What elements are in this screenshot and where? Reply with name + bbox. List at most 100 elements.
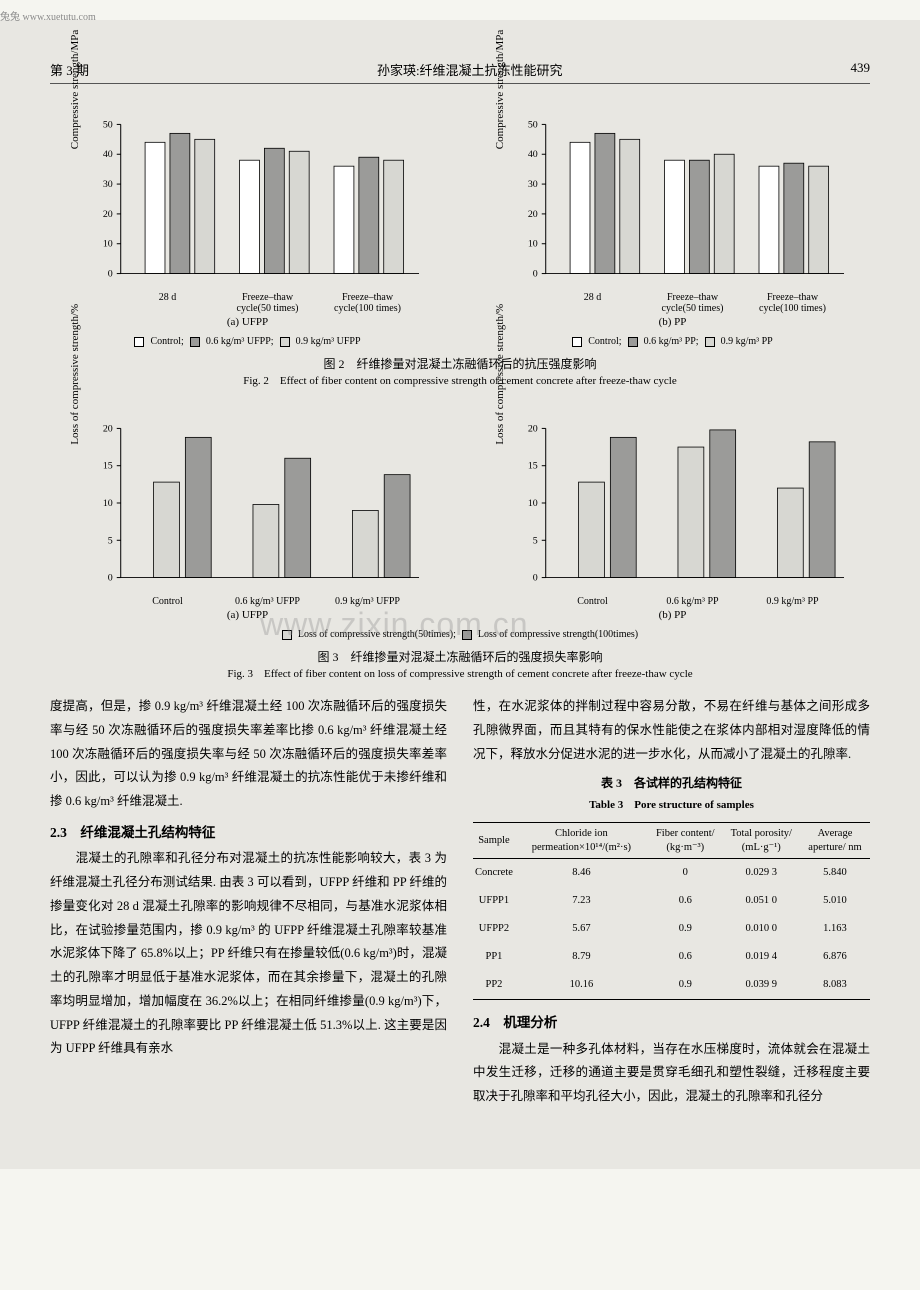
table-cell: 0.9 [648, 971, 723, 999]
svg-text:15: 15 [527, 461, 537, 472]
watermark-top: 学兔兔 www.xuetutu.com [0, 8, 96, 23]
x-tick-label: 0.6 kg/m³ PP [643, 596, 743, 607]
fig3-a-svg: 05101520 [73, 406, 423, 596]
figure-2-row: Compressive strength/MPa 01020304050 28 … [50, 102, 870, 347]
fig3-b-chart: Loss of compressive strength/% 05101520 [498, 406, 848, 596]
legend-swatch [190, 337, 200, 347]
page-number: 439 [850, 60, 870, 79]
table-row: PP18.790.60.019 46.876 [473, 943, 870, 971]
x-tick-label: Freeze–thaw cycle(50 times) [643, 292, 743, 314]
fig2-a: Compressive strength/MPa 01020304050 28 … [50, 102, 445, 347]
right-para-2: 混凝土是一种多孔体材料，当存在水压梯度时，流体就会在混凝土中发生迁移，迁移的通道… [473, 1038, 870, 1109]
svg-text:20: 20 [527, 423, 537, 434]
fig2-a-xticks: 28 dFreeze–thaw cycle(50 times)Freeze–th… [118, 292, 418, 314]
table-cell: PP2 [473, 971, 515, 999]
fig2-a-svg: 01020304050 [73, 102, 423, 292]
legend-swatch [134, 337, 144, 347]
table-cell: 8.79 [515, 943, 648, 971]
table-row: PP210.160.90.039 98.083 [473, 971, 870, 999]
legend-label: 0.6 kg/m³ PP; [644, 336, 699, 347]
svg-text:5: 5 [532, 535, 537, 546]
table-cell: 0.039 9 [723, 971, 800, 999]
table-cell: Concrete [473, 859, 515, 887]
fig3-a-chart: Loss of compressive strength/% 05101520 [73, 406, 423, 596]
table-cell: 6.876 [800, 943, 870, 971]
fig3-b-svg: 0 5 10 15 20 [498, 406, 848, 596]
table-row: UFPP25.670.90.010 01.163 [473, 915, 870, 943]
svg-text:40: 40 [527, 149, 537, 160]
table-cell: 10.16 [515, 971, 648, 999]
table-cell: PP1 [473, 943, 515, 971]
x-tick-label: 0.9 kg/m³ PP [743, 596, 843, 607]
fig2-b-legend: Control; 0.6 kg/m³ PP; 0.9 kg/m³ PP [572, 336, 773, 347]
table-cell: 0.051 0 [723, 887, 800, 915]
table-cell: 0.010 0 [723, 915, 800, 943]
x-tick-label: 28 d [543, 292, 643, 314]
table-cell: 7.23 [515, 887, 648, 915]
legend-label: 0.9 kg/m³ UFPP [296, 336, 361, 347]
svg-text:10: 10 [527, 239, 537, 250]
right-para-1: 性，在水泥浆体的拌制过程中容易分散，不易在纤维与基体之间形成多孔隙微界面，而且其… [473, 695, 870, 766]
svg-text:0: 0 [532, 269, 537, 280]
legend-label: 0.6 kg/m³ UFPP; [206, 336, 274, 347]
table3-col-header: Average aperture/ nm [800, 822, 870, 858]
svg-text:5: 5 [107, 535, 112, 546]
table-cell: 5.010 [800, 887, 870, 915]
fig3-b-sublabel: (b) PP [659, 609, 687, 621]
table3-col-header: Chloride ion permeation×10¹⁴/(m²·s) [515, 822, 648, 858]
svg-text:20: 20 [102, 423, 112, 434]
fig2-a-chart: Compressive strength/MPa 01020304050 [73, 102, 423, 292]
legend-swatch [572, 337, 582, 347]
table-cell: 8.083 [800, 971, 870, 999]
body-columns: 度提高，但是，掺 0.9 kg/m³ 纤维混凝土经 100 次冻融循环后的强度损… [50, 695, 870, 1109]
fig2-b-sublabel: (b) PP [659, 316, 687, 328]
svg-text:30: 30 [527, 179, 537, 190]
fig3-b-xticks: Control0.6 kg/m³ PP0.9 kg/m³ PP [543, 596, 843, 607]
svg-text:10: 10 [102, 498, 112, 509]
table-cell: 0.9 [648, 915, 723, 943]
legend-label: Control; [588, 336, 621, 347]
running-title: 孙家瑛:纤维混凝土抗冻性能研究 [377, 60, 563, 79]
svg-text:40: 40 [102, 149, 112, 160]
table3-header-row: SampleChloride ion permeation×10¹⁴/(m²·s… [473, 822, 870, 858]
right-column: 性，在水泥浆体的拌制过程中容易分散，不易在纤维与基体之间形成多孔隙微界面，而且其… [473, 695, 870, 1109]
svg-text:0: 0 [532, 573, 537, 584]
fig2-b: Compressive strength/MPa 01020304050 28 … [475, 102, 870, 347]
figure-3-row: Loss of compressive strength/% 05101520 … [50, 406, 870, 621]
table3-col-header: Sample [473, 822, 515, 858]
x-tick-label: Freeze–thaw cycle(100 times) [743, 292, 843, 314]
x-tick-label: Freeze–thaw cycle(50 times) [218, 292, 318, 314]
svg-text:20: 20 [527, 209, 537, 220]
left-para-2: 混凝土的孔隙率和孔径分布对混凝土的抗冻性能影响较大，表 3 为纤维混凝土孔径分布… [50, 847, 447, 1061]
fig3-b-ylabel: Loss of compressive strength/% [494, 304, 506, 445]
x-tick-label: Control [543, 596, 643, 607]
table-cell: UFPP1 [473, 887, 515, 915]
table-cell: 0.029 3 [723, 859, 800, 887]
svg-text:10: 10 [102, 239, 112, 250]
fig3-a-ylabel: Loss of compressive strength/% [69, 304, 81, 445]
legend-label: 0.9 kg/m³ PP [721, 336, 773, 347]
table-cell: 1.163 [800, 915, 870, 943]
table3-col-header: Total porosity/ (mL·g⁻¹) [723, 822, 800, 858]
svg-text:50: 50 [527, 119, 537, 130]
section-2-4-title: 2.4 机理分析 [473, 1010, 870, 1036]
table-cell: UFPP2 [473, 915, 515, 943]
left-column: 度提高，但是，掺 0.9 kg/m³ 纤维混凝土经 100 次冻融循环后的强度损… [50, 695, 447, 1109]
svg-text:10: 10 [527, 498, 537, 509]
fig3-caption-cn: 图 3 纤维掺量对混凝土冻融循环后的强度损失率影响 [50, 648, 870, 665]
table3-title-cn: 表 3 各试样的孔结构特征 [473, 772, 870, 795]
table-cell: 0.6 [648, 887, 723, 915]
table3-title-en: Table 3 Pore structure of samples [473, 795, 870, 816]
table-3: SampleChloride ion permeation×10¹⁴/(m²·s… [473, 822, 870, 1000]
x-tick-label: 28 d [118, 292, 218, 314]
legend-label: Control; [150, 336, 183, 347]
table-cell: 8.46 [515, 859, 648, 887]
section-2-3-title: 2.3 纤维混凝土孔结构特征 [50, 820, 447, 846]
x-tick-label: Control [118, 596, 218, 607]
fig2-b-xticks: 28 dFreeze–thaw cycle(50 times)Freeze–th… [543, 292, 843, 314]
fig2-a-sublabel: (a) UFPP [227, 316, 268, 328]
x-tick-label: Freeze–thaw cycle(100 times) [318, 292, 418, 314]
fig2-a-legend: Control; 0.6 kg/m³ UFPP; 0.9 kg/m³ UFPP [134, 336, 360, 347]
table3-col-header: Fiber content/ (kg·m⁻³) [648, 822, 723, 858]
svg-text:30: 30 [102, 179, 112, 190]
